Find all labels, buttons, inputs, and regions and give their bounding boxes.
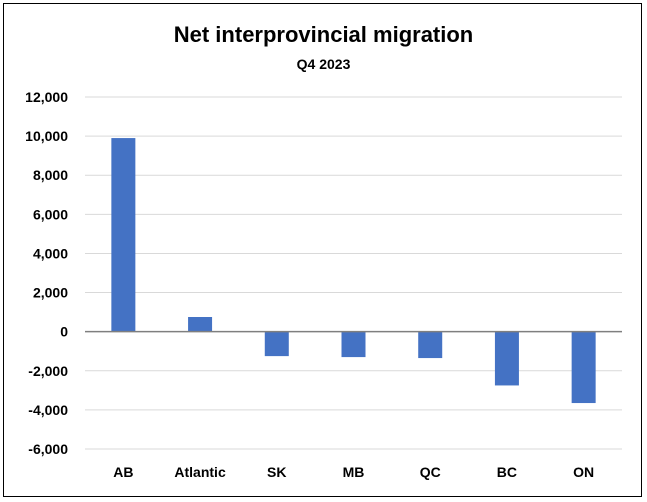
x-tick-label: ON bbox=[573, 464, 594, 480]
y-tick-label: 12,000 bbox=[25, 89, 68, 105]
y-tick-label: -4,000 bbox=[28, 402, 68, 418]
bar-bc bbox=[494, 331, 519, 386]
y-tick-label: 4,000 bbox=[33, 245, 68, 261]
gridlines bbox=[85, 96, 622, 450]
bar-atlantic bbox=[188, 317, 213, 332]
chart-subtitle: Q4 2023 bbox=[296, 56, 351, 72]
x-tick-label: QC bbox=[420, 464, 441, 480]
y-tick-label: 2,000 bbox=[33, 285, 68, 301]
x-tick-label: Atlantic bbox=[174, 464, 226, 480]
bar-on bbox=[571, 331, 596, 404]
x-tick-label: AB bbox=[113, 464, 133, 480]
y-axis-labels: 12,000 10,000 8,000 6,000 4,000 2,000 0 -2,000 -… bbox=[25, 89, 68, 457]
y-tick-label: 10,000 bbox=[25, 128, 68, 144]
bars bbox=[111, 138, 596, 404]
chart-frame bbox=[3, 3, 642, 497]
bar-ab bbox=[111, 138, 136, 332]
x-tick-label: SK bbox=[267, 464, 286, 480]
x-axis-labels: AB Atlantic SK MB QC BC ON bbox=[113, 464, 594, 480]
chart-title: Net interprovincial migration bbox=[173, 22, 474, 47]
y-tick-label: -6,000 bbox=[28, 441, 68, 457]
x-tick-label: MB bbox=[343, 464, 365, 480]
x-tick-label: BC bbox=[497, 464, 517, 480]
y-tick-label: 6,000 bbox=[33, 206, 68, 222]
y-tick-label: 8,000 bbox=[33, 167, 68, 183]
bar-mb bbox=[341, 331, 366, 358]
bar-sk bbox=[264, 331, 289, 357]
y-tick-label: 0 bbox=[60, 324, 68, 340]
bar-qc bbox=[418, 331, 443, 359]
y-tick-label: -2,000 bbox=[28, 363, 68, 379]
